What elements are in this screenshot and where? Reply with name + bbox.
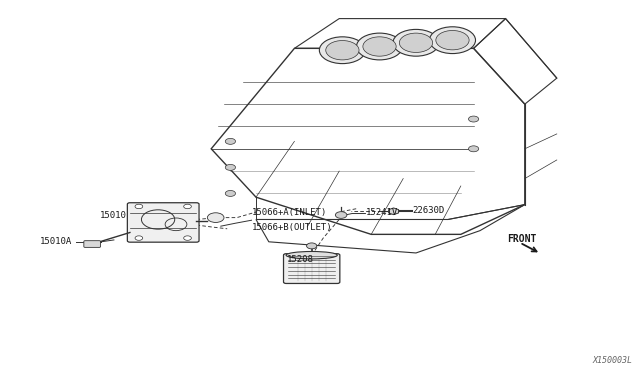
Text: 15010A: 15010A [40, 237, 72, 246]
Text: 22630D: 22630D [412, 206, 444, 215]
Circle shape [225, 164, 236, 170]
Text: 15010: 15010 [100, 211, 127, 220]
Circle shape [184, 236, 191, 240]
Circle shape [335, 212, 347, 218]
Circle shape [356, 33, 403, 60]
Circle shape [207, 213, 224, 222]
Ellipse shape [286, 251, 337, 259]
Circle shape [319, 37, 365, 64]
Circle shape [468, 146, 479, 152]
Circle shape [468, 116, 479, 122]
Polygon shape [388, 208, 399, 215]
Circle shape [307, 243, 317, 249]
Text: 15208: 15208 [287, 255, 314, 264]
Circle shape [393, 29, 439, 56]
Circle shape [326, 41, 359, 60]
FancyBboxPatch shape [84, 241, 100, 247]
Circle shape [436, 31, 469, 50]
Circle shape [225, 138, 236, 144]
Text: FRONT: FRONT [507, 234, 536, 244]
Circle shape [363, 37, 396, 56]
Circle shape [184, 204, 191, 209]
FancyBboxPatch shape [127, 203, 199, 242]
FancyBboxPatch shape [284, 254, 340, 283]
Circle shape [429, 27, 476, 54]
Circle shape [135, 204, 143, 209]
Text: 15241V: 15241V [366, 208, 398, 217]
Text: 15066+A(INLET): 15066+A(INLET) [252, 208, 328, 217]
Circle shape [135, 236, 143, 240]
Circle shape [225, 190, 236, 196]
Text: X150003L: X150003L [593, 356, 632, 365]
Circle shape [399, 33, 433, 52]
Text: 15066+B(OUTLET): 15066+B(OUTLET) [252, 223, 333, 232]
